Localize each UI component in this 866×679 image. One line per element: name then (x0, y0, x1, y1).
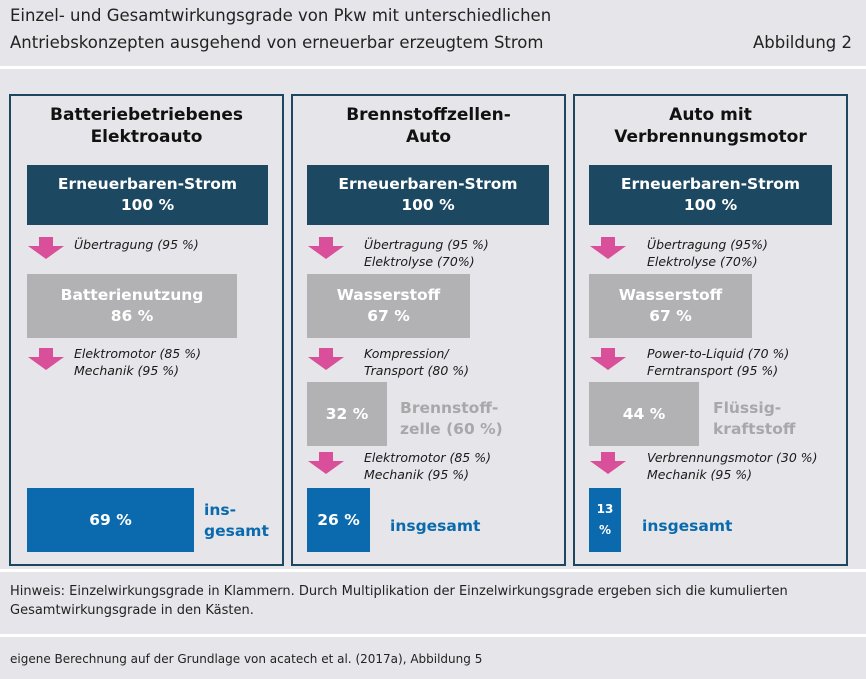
step-1-label: Übertragung (95 %) Elektrolyse (70%) (364, 236, 489, 270)
source-box-label: Erneuerbaren-Strom (57, 175, 238, 193)
mid-box-value: 67 % (367, 307, 410, 325)
footnote-line1: Hinweis: Einzelwirkungsgrade in Klammern… (10, 584, 788, 599)
panel-title-line1: Brennstoffzellen- (346, 105, 511, 125)
mid-box: Wasserstoff 67 % (589, 274, 752, 338)
step-2-label: Kompression/ Transport (80 %) (364, 345, 469, 379)
step-2-line2: Ferntransport (95 %) (647, 363, 779, 378)
source-box: Erneuerbaren-Strom 100 % (589, 165, 832, 225)
total-label-line1: ins- (204, 501, 237, 519)
step-1-line2: Elektrolyse (70%) (364, 254, 475, 269)
step-2-label: Elektromotor (85 %) Mechanik (95 %) (74, 345, 201, 379)
step-3-line1: Verbrennungsmotor (30 %) (647, 450, 818, 465)
conversion-label-line2: kraftstoff (713, 420, 796, 438)
step-2-line2: Mechanik (95 %) (74, 363, 180, 378)
conversion-label: Flüssig- kraftstoff (713, 398, 795, 440)
mid-box: Wasserstoff 67 % (307, 274, 470, 338)
panel-title-line1: Batteriebetriebenes (50, 105, 243, 125)
total-label-line1: insgesamt (642, 517, 733, 535)
total-box-value: 13 % (596, 502, 614, 537)
source-note: eigene Berechnung auf der Grundlage von … (10, 652, 483, 666)
total-box-value: 26 % (317, 510, 360, 529)
mid-box-label: Batterienutzung (60, 286, 204, 304)
total-label: insgesamt (642, 516, 732, 537)
step-2-label: Power-to-Liquid (70 %) Ferntransport (95… (647, 345, 789, 379)
step-1-line1: Übertragung (95 %) (74, 237, 199, 252)
source-box: Erneuerbaren-Strom 100 % (307, 165, 549, 225)
panel-combustion: Auto mit Verbrennungsmotor Erneuerbaren-… (573, 94, 848, 566)
total-label-line1: insgesamt (390, 517, 481, 535)
divider-bottom (0, 634, 866, 637)
conversion-box-value: 32 % (325, 404, 369, 423)
panel-title-line2: Verbrennungsmotor (614, 127, 807, 147)
step-1-label: Übertragung (95 %) (74, 236, 199, 253)
panel-battery-electric: Batteriebetriebenes Elektroauto Erneuerb… (9, 94, 284, 566)
mid-box-label: Wasserstoff (336, 286, 441, 304)
total-box: 69 % (27, 488, 194, 552)
figure-label: Abbildung 2 (752, 33, 852, 52)
panel-title-line2: Auto (405, 127, 452, 147)
step-2-line1: Power-to-Liquid (70 %) (647, 346, 790, 361)
source-box: Erneuerbaren-Strom 100 % (27, 165, 268, 225)
divider-top (0, 66, 866, 69)
mid-box-value: 67 % (649, 307, 692, 325)
step-2-line1: Kompression/ (364, 346, 449, 361)
conversion-label-line1: Flüssig- (713, 399, 782, 417)
panel-fuel-cell: Brennstoffzellen- Auto Erneuerbaren-Stro… (291, 94, 566, 566)
figure-title-line1: Einzel- und Gesamtwirkungsgrade von Pkw … (10, 6, 552, 25)
panel-title: Auto mit Verbrennungsmotor (575, 104, 846, 148)
source-box-value: 100 % (120, 196, 175, 214)
mid-box-label: Wasserstoff (618, 286, 723, 304)
total-label: ins- gesamt (204, 500, 269, 542)
source-box-label: Erneuerbaren-Strom (338, 175, 518, 193)
footnote: Hinweis: Einzelwirkungsgrade in Klammern… (10, 582, 850, 620)
panel-title-line2: Elektroauto (90, 127, 203, 147)
source-box-value: 100 % (683, 196, 738, 214)
total-label-line2: gesamt (204, 522, 269, 540)
step-1-line1: Übertragung (95 %) (364, 237, 489, 252)
footnote-line2: Gesamtwirkungsgrade in den Kästen. (10, 603, 254, 618)
conversion-label-line1: Brennstoff- (400, 399, 499, 417)
total-box-value: 69 % (89, 510, 132, 529)
step-3-label: Verbrennungsmotor (30 %) Mechanik (95 %) (647, 449, 818, 483)
figure-title-line2: Antriebskonzepten ausgehend von erneuerb… (10, 33, 544, 52)
total-box: 13 % (589, 488, 621, 552)
step-2-line2: Transport (80 %) (364, 363, 470, 378)
panel-title: Batteriebetriebenes Elektroauto (11, 104, 282, 148)
total-box: 26 % (307, 488, 370, 552)
conversion-label-line2: zelle (60 %) (400, 420, 503, 438)
step-3-line2: Mechanik (95 %) (647, 467, 753, 482)
mid-box: Batterienutzung 86 % (27, 274, 237, 338)
step-3-line1: Elektromotor (85 %) (364, 450, 491, 465)
panel-title-line1: Auto mit (669, 105, 752, 125)
step-1-line1: Übertragung (95%) (647, 237, 768, 252)
step-3-label: Elektromotor (85 %) Mechanik (95 %) (364, 449, 491, 483)
conversion-box: 44 % (589, 382, 699, 446)
conversion-label: Brennstoff- zelle (60 %) (400, 398, 503, 440)
total-label: insgesamt (390, 516, 480, 537)
step-1-label: Übertragung (95%) Elektrolyse (70%) (647, 236, 768, 270)
source-box-value: 100 % (401, 196, 455, 214)
step-2-line1: Elektromotor (85 %) (74, 346, 201, 361)
conversion-box-value: 44 % (622, 404, 666, 423)
divider-middle (0, 569, 866, 572)
mid-box-value: 86 % (110, 307, 154, 325)
panel-title: Brennstoffzellen- Auto (293, 104, 564, 148)
source-box-label: Erneuerbaren-Strom (620, 175, 801, 193)
conversion-box: 32 % (307, 382, 387, 446)
header: Einzel- und Gesamtwirkungsgrade von Pkw … (0, 0, 866, 66)
step-3-line2: Mechanik (95 %) (364, 467, 470, 482)
step-1-line2: Elektrolyse (70%) (647, 254, 758, 269)
